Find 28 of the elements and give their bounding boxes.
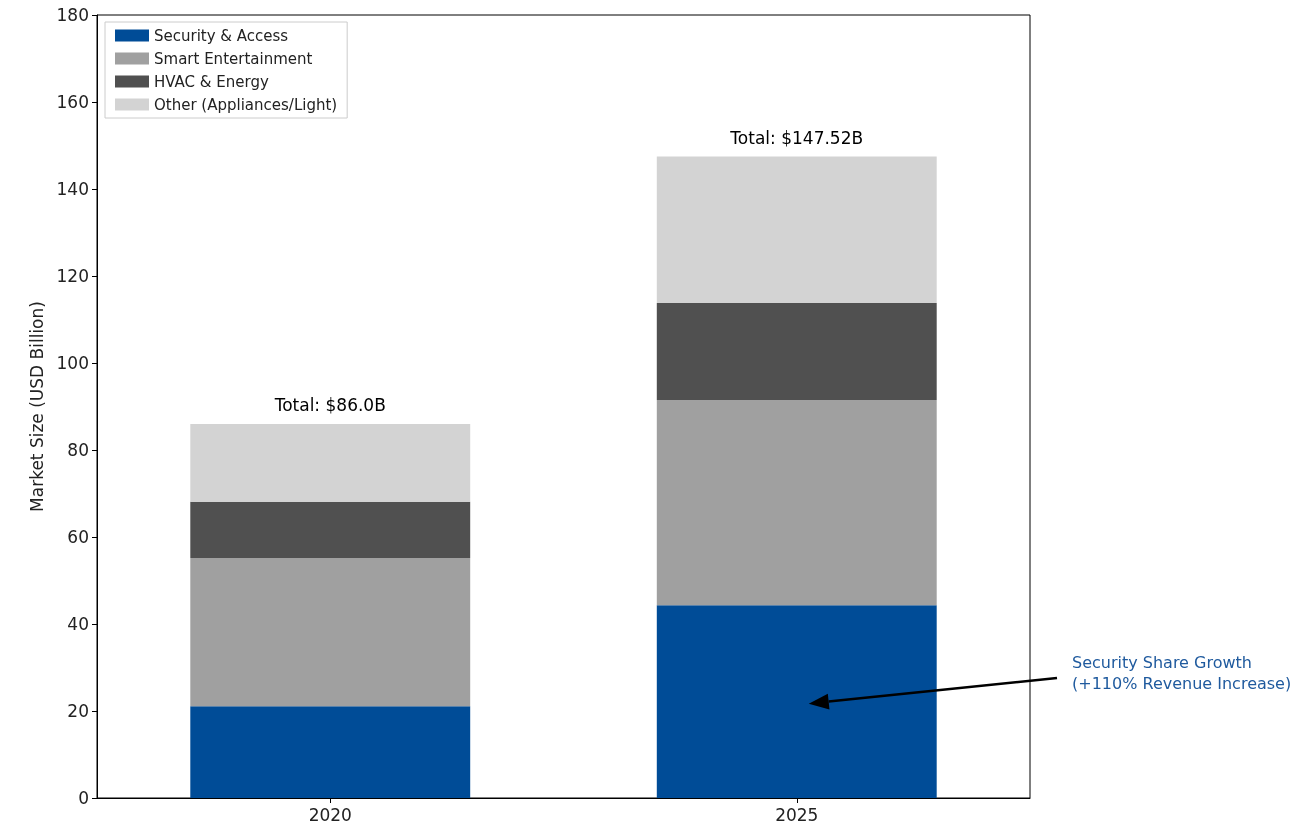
y-tick-label: 80	[67, 440, 89, 460]
bar	[190, 423, 471, 502]
bar	[190, 501, 471, 558]
bar	[656, 302, 937, 400]
total-label: Total: $86.0B	[273, 395, 386, 416]
legend-label: HVAC & Energy	[154, 72, 269, 91]
legend-label: Smart Entertainment	[154, 49, 313, 68]
y-axis-title: Market Size (USD Billion)	[27, 301, 48, 512]
bar	[190, 706, 471, 798]
total-label: Total: $147.52B	[729, 127, 864, 148]
y-tick-label: 100	[56, 353, 89, 373]
y-tick-label: 60	[67, 527, 89, 547]
y-tick-label: 140	[56, 179, 89, 199]
x-tick-label: 2020	[308, 804, 352, 825]
y-tick-label: 180	[56, 5, 89, 25]
bar	[656, 156, 937, 303]
y-tick-label: 160	[56, 92, 89, 112]
x-tick-label: 2025	[775, 804, 819, 825]
y-tick-label: 120	[56, 266, 89, 286]
legend-label: Security & Access	[154, 26, 289, 45]
bar	[656, 605, 937, 798]
y-tick-label: 20	[67, 701, 89, 721]
bar	[656, 399, 937, 606]
text: Security Share Growth (+110% Revenue Increase)	[1072, 653, 1292, 693]
legend-label: Other (Appliances/Light)	[154, 95, 338, 114]
bar	[190, 557, 471, 707]
y-tick-label: 40	[67, 614, 89, 634]
y-tick-label: 0	[78, 788, 89, 808]
